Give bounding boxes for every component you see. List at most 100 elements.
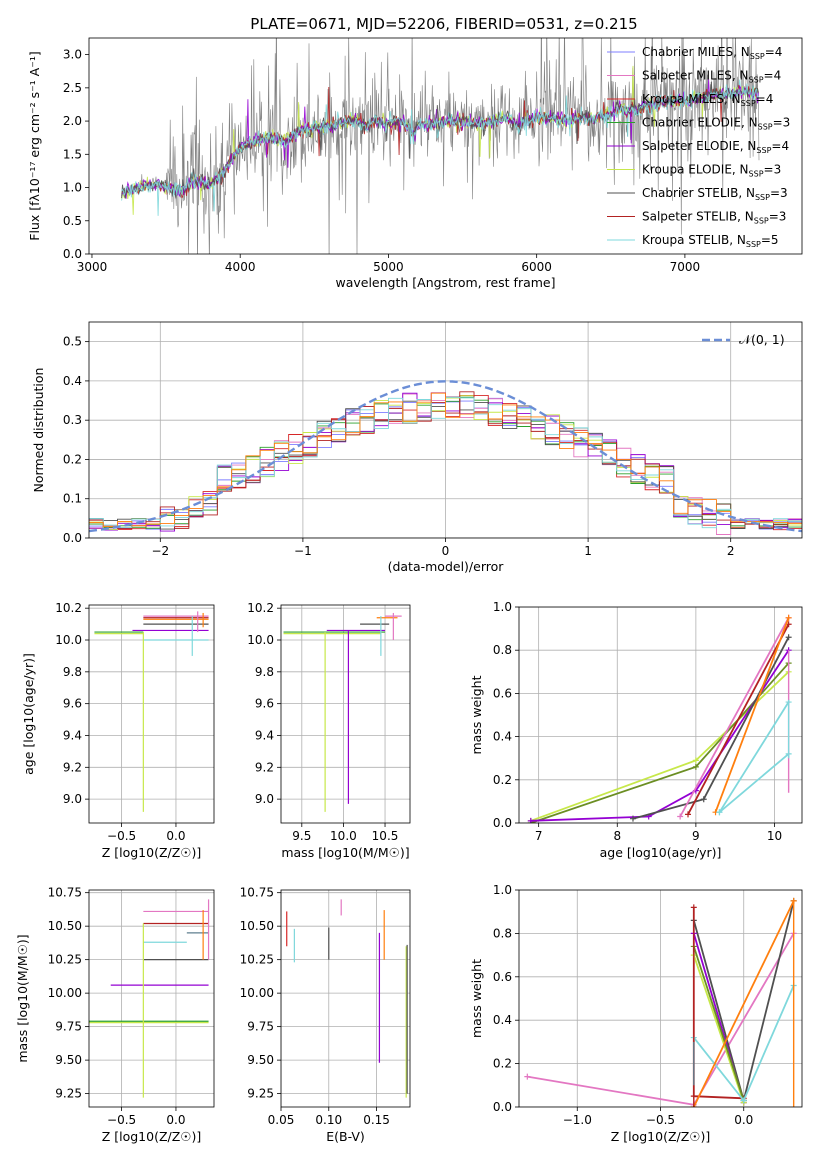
x-tick-label: 7 [535,829,543,843]
y-tick-label: 9.4 [63,728,82,742]
plot-area [281,605,410,823]
x-axis-label: mass [log10(M/M☉)] [281,845,409,860]
y-tick-label: 0.3 [63,413,82,427]
y-tick-label: 10.0 [247,633,274,647]
y-tick-label: 10.50 [240,919,274,933]
series-line [632,636,790,820]
model-spectrum [121,83,759,216]
y-tick-label: 3.0 [63,48,82,62]
legend-subscript: SSP [754,217,769,226]
x-tick-label: 0.0 [166,1113,185,1127]
y-tick-label: 0.0 [493,1100,512,1114]
series-line [530,671,790,822]
legend-name: Chabrier ELODIE, N [642,116,758,130]
y-tick-label: 9.8 [255,665,274,679]
data-point [629,815,636,822]
x-tick-label: 9 [692,829,700,843]
x-axis-label: Z [log10(Z/Z☉)] [611,1129,711,1144]
legend-suffix: =3 [769,210,787,224]
x-axis-label: age [log10(age/yr)] [600,845,722,860]
plot-area [89,322,802,538]
data-point [785,614,792,621]
legend-suffix: =4 [771,139,789,153]
y-tick-label: 9.75 [247,1020,274,1034]
legend-name: Salpeter MILES, N [642,69,749,83]
legend-name: Chabrier STELIB, N [642,186,755,200]
y-tick-label: 10.00 [48,986,82,1000]
y-tick-label: 9.2 [255,760,274,774]
legend-suffix: =4 [765,45,783,59]
y-tick-label: 0.4 [493,730,512,744]
legend-subscript: SSP [750,52,765,61]
y-tick-label: 10.75 [48,886,82,900]
legend-name: Salpeter STELIB, N [642,210,754,224]
x-tick-label: 9.5 [292,829,311,843]
legend-suffix: =4 [756,92,774,106]
x-tick-label: 0.0 [734,1113,753,1127]
x-tick-label: 0.0 [166,829,185,843]
legend-name: Kroupa ELODIE, N [642,163,749,177]
x-tick-label: −0.5 [646,1113,675,1127]
panel-massweight_vs_age: 7 8 9 10 0.0 0.2 0.4 0.6 0.8 1.0 age [log10(age/yr… [469,600,803,860]
legend-subscript: SSP [749,170,764,179]
panel-mass_vs_EBV: 0.05 0.10 0.15 9.25 9.50 9.75 10.00 10.25 10.50 1… [240,886,411,1144]
y-axis-label: Normed distribution [31,368,46,493]
figure-title: PLATE=0671, MJD=52206, FIBERID=0531, z=0… [250,15,637,33]
data-point [692,763,699,770]
y-tick-label: 0.8 [493,926,512,940]
y-tick-label: 0.4 [493,1013,512,1027]
axes-frame [88,37,803,255]
y-tick-label: 10.25 [48,953,82,967]
x-tick-label: 10 [767,829,782,843]
axes-frame [88,889,215,1108]
y-tick-label: 0.4 [63,374,82,388]
data-point [685,811,692,818]
legend-subscript: SSP [746,240,761,249]
y-tick-label: 0.0 [63,531,82,545]
series-line [692,900,795,1107]
y-tick-label: 9.50 [247,1053,274,1067]
axes-frame [88,321,803,539]
legend-subscript: SSP [749,76,764,85]
data-point [677,813,684,820]
legend-suffix: =3 [770,186,788,200]
series-line [687,623,790,815]
legend-suffix: =5 [761,233,779,247]
y-tick-label: 10.75 [240,886,274,900]
y-tick-label: 9.25 [55,1087,82,1101]
x-tick-label: 10.0 [330,829,357,843]
data-point [700,796,707,803]
y-tick-label: 2.0 [63,114,82,128]
x-tick-label: 6000 [521,260,552,274]
legend-subscript: SSP [756,146,771,155]
legend-suffix: =4 [764,69,782,83]
series-line [530,649,790,822]
axes-frame [280,889,411,1108]
y-tick-label: 9.0 [255,792,274,806]
x-tick-label: −0.5 [107,829,136,843]
legend-entry: Kroupa MILES, NSSP=4 [642,92,773,108]
y-tick-label: 0.6 [493,970,512,984]
y-tick-label: 1.5 [63,147,82,161]
legend-subscript: SSP [755,193,770,202]
panel-mass_vs_Z: −0.5 0.0 9.25 9.50 9.75 10.00 10.25 10.50 10.75 Z… [15,886,215,1144]
panel-age_vs_mass: 9.5 10.0 10.5 9.0 9.2 9.4 9.6 9.8 10.0 10.2 mass [… [247,601,411,860]
y-tick-label: 10.50 [48,919,82,933]
y-tick-label: 9.50 [55,1053,82,1067]
y-tick-label: 9.6 [63,697,82,711]
y-tick-label: 0.5 [63,335,82,349]
x-tick-label: 5000 [373,260,404,274]
y-tick-label: 0.0 [493,816,512,830]
y-tick-label: 0.5 [63,214,82,228]
legend-suffix: =3 [764,163,782,177]
plot-area [281,890,410,1107]
legend-suffix: =3 [773,116,791,130]
y-tick-label: 2.5 [63,81,82,95]
y-tick-label: 0.8 [493,643,512,657]
legend-entry: Salpeter ELODIE, NSSP=4 [642,139,789,155]
panel-massweight_vs_Z: −1.0 −0.5 0.0 0.0 0.2 0.4 0.6 0.8 1.0 Z [log10(Z/… [469,883,803,1144]
panel-spectrum: 3000 4000 5000 6000 7000 0.0 0.5 1.0 1.5 2.0 2.5 3.… [27,37,803,290]
y-tick-label: 9.8 [63,665,82,679]
x-tick-label: 3000 [77,260,108,274]
